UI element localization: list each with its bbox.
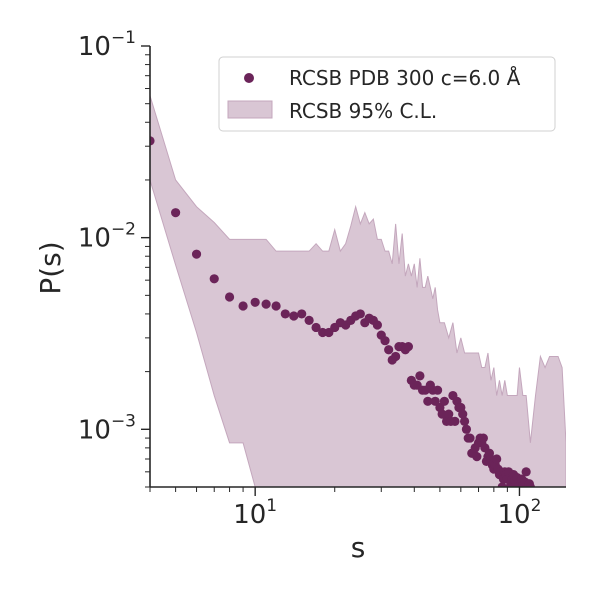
data-point (261, 299, 271, 309)
legend-marker-scatter (244, 73, 254, 83)
data-point (238, 301, 248, 311)
data-point (444, 409, 454, 419)
legend-marker-band (227, 100, 273, 119)
y-ticks: 10−1 10−2 10−3 (78, 28, 150, 488)
data-point (380, 336, 390, 346)
data-points-layer (150, 136, 535, 487)
y-tick-label: 10−2 (78, 220, 136, 254)
confidence-band-area (150, 95, 566, 487)
data-point (472, 452, 482, 462)
legend-label-band: RCSB 95% C.L. (289, 99, 437, 123)
data-point (492, 454, 502, 464)
data-point (297, 309, 307, 319)
legend-frame (218, 56, 556, 132)
data-point (384, 345, 394, 355)
data-point (171, 208, 181, 218)
data-point (191, 249, 202, 259)
data-point (450, 416, 460, 426)
data-point (311, 322, 321, 333)
axes (149, 46, 566, 488)
y-tick-label: 10−3 (78, 411, 136, 445)
x-tick-label: 102 (498, 496, 542, 530)
data-point (304, 315, 314, 326)
data-point (461, 424, 472, 434)
data-point (391, 351, 401, 362)
data-point (209, 274, 219, 284)
data-point (521, 467, 531, 477)
data-point (415, 371, 425, 381)
y-axis-label: P(s) (34, 241, 67, 294)
data-point (458, 409, 468, 419)
data-point (437, 409, 447, 419)
data-point (150, 136, 155, 146)
data-point (432, 385, 443, 395)
x-tick-label: 101 (233, 496, 277, 530)
y-tick-label: 10−1 (78, 28, 136, 62)
data-point (250, 297, 260, 307)
data-point (465, 433, 475, 443)
data-point (355, 309, 365, 319)
confidence-band-layer (150, 95, 566, 487)
x-ticks: 101 102 (149, 487, 542, 530)
data-point (224, 292, 235, 302)
data-point (478, 433, 488, 443)
data-point (439, 396, 449, 406)
data-point (271, 301, 281, 311)
data-point (280, 309, 290, 319)
data-point (423, 396, 433, 406)
data-point (459, 416, 470, 426)
legend-label-scatter: RCSB PDB 300 c=6.0 Å (289, 66, 521, 90)
data-point (289, 311, 299, 321)
x-axis-label: s (351, 531, 366, 564)
data-point (372, 320, 382, 330)
legend: RCSB PDB 300 c=6.0 Å RCSB 95% C.L. (218, 56, 556, 132)
data-point (525, 482, 535, 487)
data-point (403, 342, 413, 352)
